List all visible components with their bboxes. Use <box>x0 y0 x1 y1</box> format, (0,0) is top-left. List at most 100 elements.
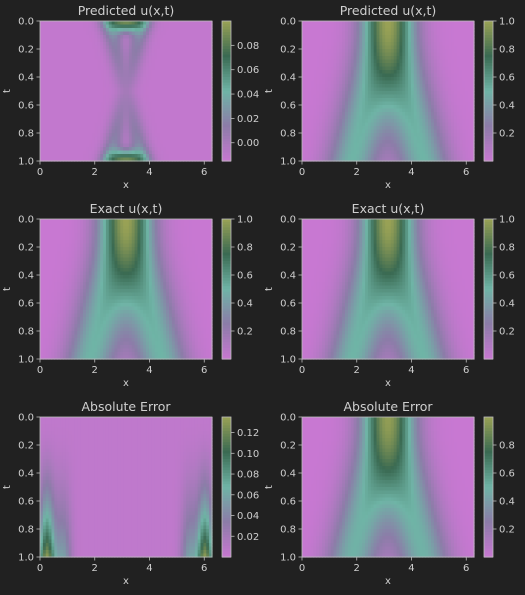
heatmap-cell <box>83 31 87 36</box>
heatmap-cell <box>48 31 53 36</box>
heatmap-cell <box>154 91 159 96</box>
heatmap-cell <box>183 98 187 103</box>
heatmap-cell <box>163 66 167 71</box>
heatmap-cell <box>123 94 127 99</box>
heatmap-cell <box>57 28 61 33</box>
heatmap-cell <box>160 136 164 141</box>
heatmap-cell <box>83 98 87 103</box>
heatmap-cell <box>114 80 118 85</box>
heatmap-cell <box>137 59 141 64</box>
heatmap-cell <box>209 21 213 26</box>
heatmap-cell <box>154 21 159 26</box>
heatmap-cell <box>154 115 159 120</box>
heatmap-cell <box>148 21 153 26</box>
heatmap-cell <box>200 87 204 92</box>
heatmap-cell <box>123 56 127 61</box>
heatmap-cell <box>105 119 110 124</box>
heatmap-cell <box>148 38 153 43</box>
heatmap-cell <box>151 133 156 138</box>
heatmap-cell <box>194 24 199 29</box>
heatmap-cell <box>48 84 53 89</box>
heatmap-cell <box>45 112 50 117</box>
heatmap-cell <box>197 73 202 78</box>
heatmap-cell <box>209 84 213 89</box>
heatmap-cell <box>85 94 90 99</box>
heatmap-cell <box>120 45 124 50</box>
heatmap-cell <box>48 56 53 61</box>
heatmap-cell <box>51 73 55 78</box>
heatmap-cell <box>71 31 75 36</box>
heatmap-cell <box>146 91 150 96</box>
heatmap-cell <box>137 31 141 36</box>
heatmap-cell <box>100 73 104 78</box>
heatmap-cell <box>103 70 107 75</box>
heatmap-cell <box>200 108 204 113</box>
heatmap-cell <box>40 136 44 141</box>
heatmap-cell <box>94 91 98 96</box>
heatmap-cell <box>143 31 147 36</box>
x-tick-label: 0 <box>299 167 305 178</box>
heatmap-cell <box>54 45 58 50</box>
heatmap-cell <box>206 136 210 141</box>
heatmap-cell <box>174 91 179 96</box>
heatmap-cell <box>48 70 53 75</box>
heatmap-cell <box>94 84 98 89</box>
heatmap-cell <box>174 21 179 26</box>
heatmap-cell <box>131 56 136 61</box>
heatmap-cell <box>62 31 67 36</box>
heatmap-cell <box>186 136 190 141</box>
heatmap-cell <box>128 112 133 117</box>
heatmap-cell <box>123 45 127 50</box>
heatmap-cell <box>151 38 156 43</box>
heatmap-cell <box>77 38 81 43</box>
x-tick-label: 2 <box>354 167 360 178</box>
heatmap-cell <box>180 108 184 113</box>
heatmap-cell <box>146 105 150 110</box>
heatmap-cell <box>48 136 53 141</box>
heatmap-cell <box>85 87 90 92</box>
heatmap-cell <box>194 45 199 50</box>
heatmap-cell <box>88 38 93 43</box>
heatmap-cell <box>186 98 190 103</box>
heatmap-cell <box>45 87 50 92</box>
heatmap-cell <box>186 73 190 78</box>
heatmap-cell <box>134 129 139 134</box>
heatmap-cell <box>65 77 70 82</box>
heatmap-cell <box>88 63 93 68</box>
heatmap-cell <box>169 52 173 57</box>
heatmap-cell <box>183 94 187 99</box>
heatmap-cell <box>140 42 144 47</box>
heatmap-cell <box>117 66 121 71</box>
heatmap-cell <box>137 105 141 110</box>
heatmap-cell <box>166 126 170 131</box>
heatmap-cell <box>57 31 61 36</box>
heatmap-cell <box>74 73 78 78</box>
heatmap-cell <box>197 112 202 117</box>
heatmap-cell <box>163 49 167 54</box>
heatmap-cell <box>166 38 170 43</box>
heatmap-cell <box>57 24 61 29</box>
heatmap-cell <box>140 108 144 113</box>
heatmap-cell <box>42 45 47 50</box>
heatmap-cell <box>62 35 67 40</box>
heatmap-cell <box>186 28 190 33</box>
heatmap-cell <box>169 70 173 75</box>
heatmap-cell <box>191 59 196 64</box>
heatmap-cell <box>77 91 81 96</box>
heatmap-cell <box>177 105 182 110</box>
heatmap-cell <box>157 73 161 78</box>
heatmap-cell <box>186 129 190 134</box>
heatmap-cell <box>120 133 124 138</box>
heatmap-cell <box>100 31 104 36</box>
heatmap-cell <box>74 28 78 33</box>
heatmap-cell <box>189 136 193 141</box>
heatmap-cell <box>103 66 107 71</box>
heatmap-cell <box>48 87 53 92</box>
heatmap-cell <box>51 56 55 61</box>
heatmap-cell <box>134 66 139 71</box>
heatmap-cell <box>140 105 144 110</box>
heatmap-cell <box>134 21 139 26</box>
heatmap-cell <box>123 105 127 110</box>
heatmap-cell <box>203 59 207 64</box>
